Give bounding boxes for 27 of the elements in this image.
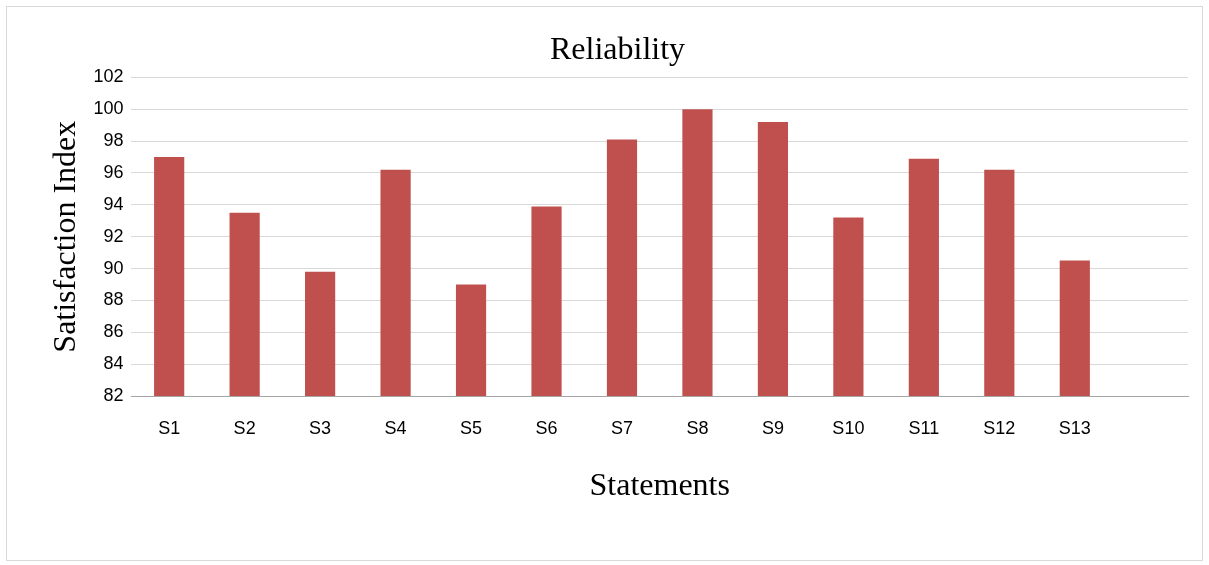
x-tick-label: S11 bbox=[908, 417, 940, 438]
y-axis-title: Satisfaction Index bbox=[45, 120, 82, 353]
x-tick-label: S7 bbox=[610, 417, 633, 438]
x-tick-label: S5 bbox=[460, 417, 483, 438]
x-tick-label: S2 bbox=[233, 417, 256, 438]
y-tick-label: 88 bbox=[103, 289, 124, 310]
x-tick-label: S12 bbox=[983, 417, 1016, 438]
x-tick-label: S13 bbox=[1058, 417, 1091, 438]
y-tick-label: 94 bbox=[103, 193, 124, 214]
x-tick-label: S3 bbox=[309, 417, 332, 438]
y-tick-label: 84 bbox=[103, 353, 124, 374]
x-tick-label: S8 bbox=[686, 417, 709, 438]
y-tick-label: 102 bbox=[93, 66, 124, 87]
x-tick-label: S1 bbox=[158, 417, 181, 438]
x-tick-label: S6 bbox=[535, 417, 558, 438]
y-tick-label: 86 bbox=[103, 321, 124, 342]
y-tick-label: 100 bbox=[93, 98, 124, 119]
x-tick-label: S10 bbox=[832, 417, 865, 438]
y-tick-label: 90 bbox=[103, 257, 124, 278]
y-tick-label: 92 bbox=[103, 225, 124, 246]
y-tick-label: 96 bbox=[103, 161, 124, 182]
x-tick-label: S4 bbox=[384, 417, 407, 438]
x-tick-label: S9 bbox=[761, 417, 784, 438]
x-axis-title: Statements bbox=[589, 466, 730, 503]
y-tick-label: 98 bbox=[103, 130, 124, 151]
y-tick-label: 82 bbox=[103, 384, 124, 405]
chart-title: Reliability bbox=[549, 29, 686, 66]
